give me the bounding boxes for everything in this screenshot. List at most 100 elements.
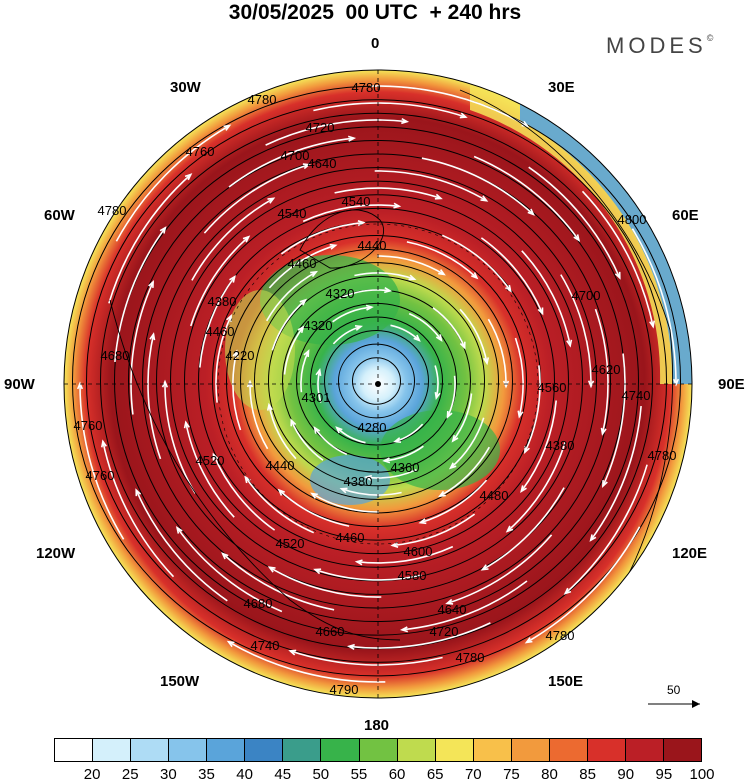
streamline-arc bbox=[314, 568, 422, 581]
streamline-arrowhead bbox=[399, 626, 409, 633]
streamline-arrowhead bbox=[649, 320, 655, 329]
streamline-arc bbox=[506, 441, 566, 532]
streamline-arrowhead bbox=[76, 381, 84, 390]
streamline-arc bbox=[401, 580, 528, 631]
streamline-arrowhead bbox=[445, 598, 454, 605]
streamline-arrowhead bbox=[354, 559, 363, 566]
streamline-arc bbox=[520, 400, 557, 492]
geopotential-contour bbox=[198, 207, 555, 555]
streamline-arc bbox=[482, 487, 565, 571]
streamline-arrowhead bbox=[672, 378, 680, 387]
streamline-arrowhead bbox=[434, 391, 441, 401]
colorbar-box bbox=[511, 739, 550, 761]
streamline-arrowhead bbox=[600, 427, 607, 436]
streamline-arc bbox=[524, 365, 541, 453]
contour-label: 4560 bbox=[538, 380, 567, 395]
streamline-arc bbox=[300, 350, 310, 393]
streamline-arrowhead bbox=[310, 492, 318, 499]
streamline-arrowhead bbox=[288, 649, 297, 656]
contour-label: 4600 bbox=[404, 544, 433, 559]
colorbar-tick-label: 30 bbox=[160, 766, 177, 783]
streamline-arc bbox=[283, 326, 304, 375]
contour-label: 4380 bbox=[546, 438, 575, 453]
streamline-arc bbox=[244, 476, 315, 534]
contour-label: 4660 bbox=[316, 624, 345, 639]
moist-patch-blue bbox=[310, 455, 390, 505]
geopotential-contour bbox=[338, 343, 415, 419]
contour-label: 4760 bbox=[74, 418, 103, 433]
colorbar-tick-label: 100 bbox=[689, 766, 715, 783]
contour-label: 4680 bbox=[244, 596, 273, 611]
contour-label: 4640 bbox=[438, 602, 467, 617]
streamline-arc bbox=[147, 334, 162, 460]
streamline-arc bbox=[203, 163, 310, 234]
streamline-arc bbox=[265, 119, 408, 146]
streamline-arc bbox=[212, 454, 276, 531]
streamline-arrowhead bbox=[524, 446, 530, 455]
contour-label: 4680 bbox=[101, 348, 130, 363]
geopotential-contour bbox=[156, 167, 597, 595]
colorbar-tick-label: 95 bbox=[655, 766, 673, 783]
colorbar-tick-label: 70 bbox=[464, 766, 482, 783]
streamline-arrowhead bbox=[303, 349, 310, 358]
latitude-circle bbox=[217, 223, 539, 545]
streamline-arc bbox=[228, 641, 386, 683]
streamline-arc bbox=[185, 422, 235, 518]
lon-label-0: 0 bbox=[371, 35, 380, 52]
streamline-arrowhead bbox=[363, 474, 373, 481]
lon-label-150w: 150W bbox=[160, 673, 200, 690]
contour-label: 4640 bbox=[308, 156, 337, 171]
geopotential-contour bbox=[352, 357, 401, 405]
streamline-arc bbox=[392, 513, 476, 547]
contour-label: 4380 bbox=[344, 474, 373, 489]
colorbar-box bbox=[131, 739, 170, 761]
streamline-arrowhead bbox=[480, 195, 489, 202]
lon-label-90e: 90E bbox=[718, 376, 745, 393]
streamline-arc bbox=[135, 489, 228, 602]
streamline-arrowhead bbox=[446, 410, 453, 419]
streamline-arc bbox=[302, 204, 400, 223]
colorbar-tick-label: 50 bbox=[312, 766, 330, 783]
lon-label-30w: 30W bbox=[170, 79, 201, 96]
wind-streamlines bbox=[76, 85, 680, 683]
streamline-arc bbox=[406, 241, 478, 279]
streamline-arc bbox=[339, 289, 391, 300]
streamline-arc bbox=[311, 492, 379, 513]
colorbar-tick-label: 85 bbox=[579, 766, 596, 783]
streamline-arrowhead bbox=[602, 480, 608, 488]
contour-label: 4440 bbox=[358, 238, 387, 253]
streamline-arrowhead bbox=[149, 332, 156, 341]
streamline-arrowhead bbox=[393, 202, 402, 209]
streamline-arrowhead bbox=[315, 367, 322, 377]
streamline-arc bbox=[441, 234, 512, 292]
map-title: 30/05/2025 00 UTC + 240 hrs bbox=[228, 1, 522, 24]
colorbar-box bbox=[473, 739, 512, 761]
contour-label: 4780 bbox=[546, 628, 575, 643]
contour-label: 4760 bbox=[86, 468, 115, 483]
geopotential-contour bbox=[114, 126, 639, 636]
colorbar-box bbox=[207, 739, 246, 761]
contour-label: 4620 bbox=[592, 362, 621, 377]
geopotential-contour bbox=[254, 262, 499, 500]
streamline-arrowhead bbox=[267, 566, 276, 573]
streamline-arc bbox=[266, 271, 317, 322]
streamline-arrowhead bbox=[537, 307, 544, 316]
streamline-arc bbox=[590, 406, 642, 541]
contour-label: 4480 bbox=[480, 488, 509, 503]
contour-label: 4280 bbox=[358, 420, 387, 435]
colorbar-box bbox=[283, 739, 322, 761]
streamline-arc bbox=[79, 383, 125, 540]
contour-label: 4320 bbox=[326, 286, 355, 301]
lon-label-60e: 60E bbox=[672, 207, 699, 224]
moist-patch-yellow bbox=[225, 290, 295, 410]
streamline-arc bbox=[278, 489, 350, 527]
streamline-arc bbox=[521, 250, 571, 346]
streamline-arrowhead bbox=[382, 457, 391, 464]
modes-logo: MODES© bbox=[606, 33, 714, 58]
contour-label: 4580 bbox=[398, 568, 427, 583]
colorbar-tick-label: 65 bbox=[426, 766, 444, 783]
lon-label-180: 180 bbox=[364, 717, 390, 734]
greenland-coast bbox=[299, 209, 385, 269]
streamline-arrowhead bbox=[277, 488, 285, 496]
lon-label-60w: 60W bbox=[44, 207, 75, 224]
